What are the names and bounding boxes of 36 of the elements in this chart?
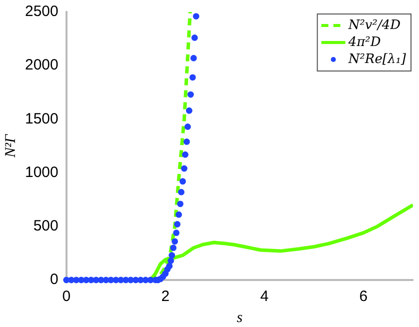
point bbox=[177, 200, 184, 208]
point bbox=[192, 13, 200, 20]
x-tick-label: 4 bbox=[260, 288, 269, 306]
point bbox=[174, 221, 180, 228]
y-axis-title: N²Γ bbox=[2, 133, 19, 159]
legend-label: N²v²/4D bbox=[347, 18, 402, 33]
point bbox=[186, 107, 192, 114]
point bbox=[173, 230, 180, 236]
point bbox=[182, 151, 188, 158]
y-tick-label: 500 bbox=[33, 218, 58, 235]
x-tick-label: 6 bbox=[359, 288, 368, 306]
legend-label: N²Re[λ₁] bbox=[347, 52, 407, 67]
y-tick-label: 2500 bbox=[24, 3, 58, 20]
point bbox=[180, 178, 186, 185]
y-tick-label: 2000 bbox=[24, 56, 58, 74]
y-tick-label: 1000 bbox=[24, 164, 58, 181]
point bbox=[181, 165, 188, 172]
point bbox=[184, 124, 191, 130]
y-tick-label: 1500 bbox=[24, 110, 58, 128]
point bbox=[170, 244, 177, 252]
point bbox=[178, 188, 184, 196]
point bbox=[190, 54, 197, 62]
x-tick-label: 2 bbox=[161, 288, 170, 306]
point bbox=[176, 211, 182, 218]
point bbox=[168, 258, 174, 264]
point bbox=[172, 238, 178, 245]
point bbox=[187, 91, 194, 98]
point bbox=[191, 34, 198, 41]
point bbox=[184, 138, 190, 145]
legend-label: 4π²D bbox=[347, 34, 382, 50]
y-tick-label: 0 bbox=[50, 271, 58, 288]
point bbox=[168, 252, 176, 259]
x-axis-title: s bbox=[236, 310, 243, 326]
point bbox=[166, 262, 173, 270]
point bbox=[189, 74, 196, 81]
x-tick-label: 0 bbox=[62, 288, 71, 306]
